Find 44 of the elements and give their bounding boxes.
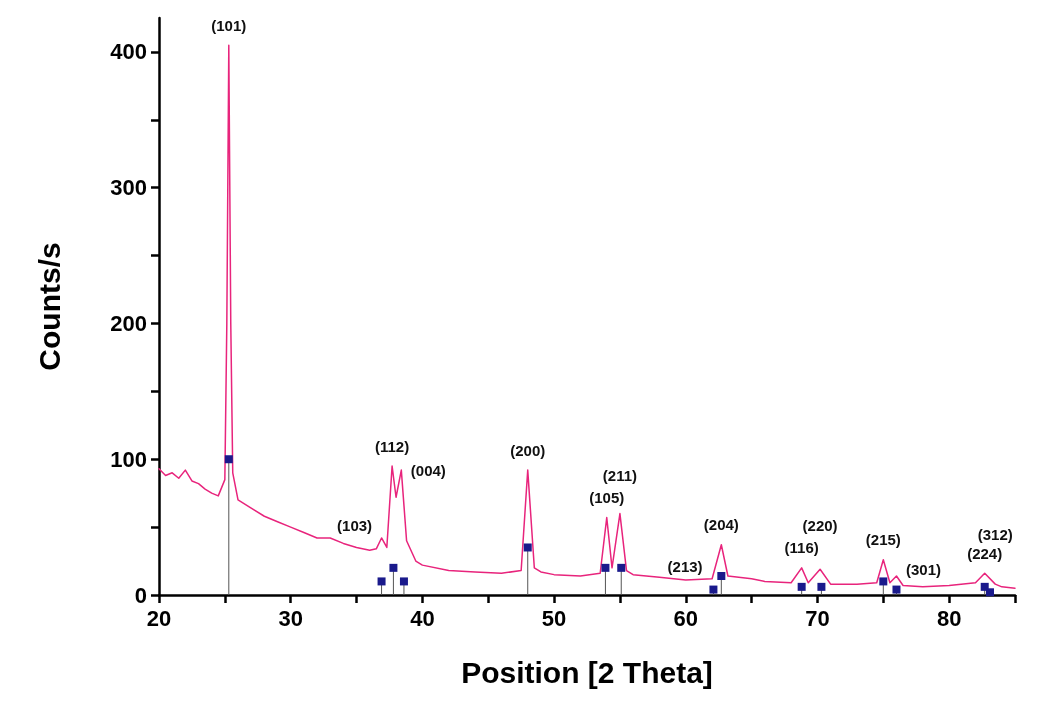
annotation: (204) — [703, 516, 739, 534]
y-tick-label: 300 — [110, 175, 147, 201]
x-tick-label: 20 — [146, 605, 172, 631]
point — [985, 588, 994, 597]
x-tick-label: 80 — [936, 605, 962, 631]
annotation: (105) — [589, 489, 625, 507]
annotation: (215) — [865, 531, 901, 549]
point — [523, 543, 532, 552]
annotation: (312) — [977, 525, 1013, 543]
y-tick-label: 0 — [134, 582, 147, 608]
y-tick-label: 100 — [110, 446, 147, 472]
annotation: (224) — [967, 544, 1003, 562]
annotation: (112) — [374, 437, 410, 455]
y-axis-title: Counts/s — [32, 242, 66, 371]
point — [709, 585, 718, 594]
point — [377, 577, 386, 586]
annotation: (220) — [802, 516, 838, 534]
annotation: (213) — [667, 558, 703, 576]
y-tick-label: 200 — [110, 310, 147, 336]
point — [797, 582, 806, 591]
point — [717, 571, 726, 580]
y-tick-label: 400 — [110, 39, 147, 65]
annotation: (301) — [905, 561, 941, 579]
annotation: (101) — [211, 16, 247, 34]
annotation: (116) — [784, 539, 819, 557]
x-axis-title: Position [2 Theta] — [461, 655, 713, 689]
x-tick-label: 40 — [410, 605, 435, 631]
point — [389, 563, 398, 572]
x-tick-label: 70 — [805, 605, 830, 631]
line-series — [158, 44, 1016, 589]
annotation: (103) — [337, 517, 373, 535]
x-tick-label: 50 — [541, 605, 567, 631]
point — [617, 563, 626, 572]
point — [892, 585, 901, 594]
point — [224, 455, 233, 464]
x-tick-label: 60 — [673, 605, 699, 631]
annotation: (200) — [510, 441, 546, 459]
x-tick-label: 30 — [278, 605, 303, 631]
annotation: (211) — [602, 467, 638, 485]
point — [601, 563, 610, 572]
annotation: (004) — [410, 461, 446, 479]
point — [817, 582, 826, 591]
point — [399, 577, 408, 586]
point — [879, 577, 888, 586]
